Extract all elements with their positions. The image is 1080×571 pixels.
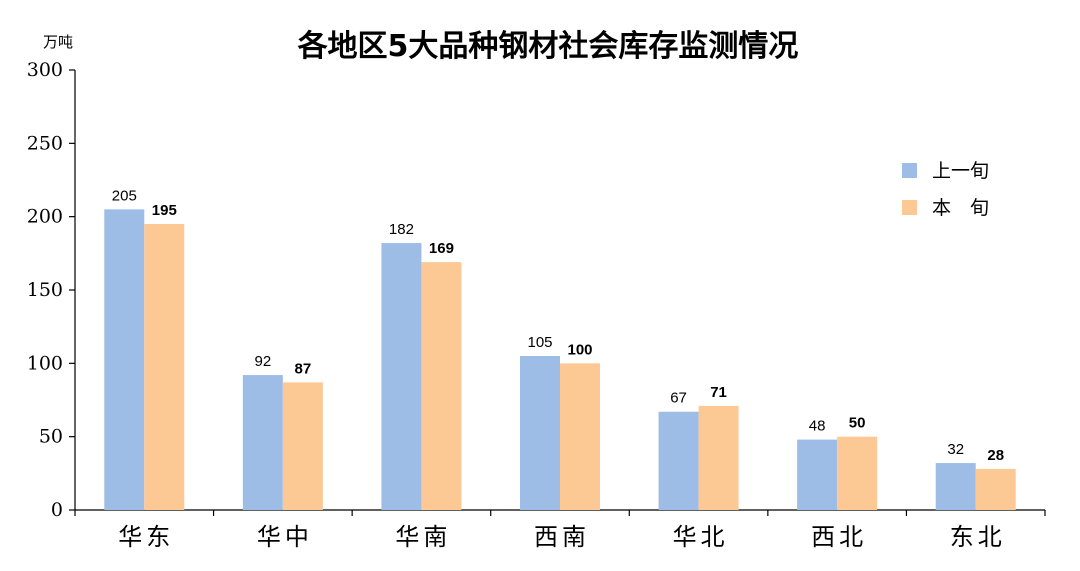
- y-tick-label: 250: [27, 132, 63, 154]
- data-label: 195: [152, 202, 177, 219]
- bar: [698, 405, 739, 510]
- data-label: 92: [255, 353, 272, 370]
- y-tick-label: 0: [51, 499, 63, 521]
- bar: [975, 468, 1016, 510]
- bars: 205 195 92 87 182 169 105 100 67 71 48 50 32 28: [104, 187, 1016, 511]
- chart-title: 各地区5大品种钢材社会库存监测情况: [297, 29, 799, 64]
- legend-label: 上一旬: [932, 160, 989, 182]
- y-tick-label: 300: [27, 59, 63, 81]
- x-tick-label: 西北: [811, 523, 867, 551]
- data-label: 87: [295, 360, 312, 377]
- axes: 0 50 100 150 200 250 300 华东 华中 华南 西南 华北 西北 东北: [27, 59, 1046, 551]
- bar: [242, 375, 283, 510]
- bar: [104, 209, 145, 511]
- data-label: 48: [809, 418, 826, 435]
- y-tick-label: 100: [27, 352, 63, 374]
- y-tick-label: 50: [39, 426, 63, 448]
- x-tick-label: 华北: [673, 523, 729, 551]
- data-label: 67: [670, 390, 687, 407]
- y-tick-label: 150: [27, 279, 63, 301]
- data-label: 71: [710, 384, 727, 401]
- legend-swatch: [902, 163, 917, 178]
- x-tick-label: 东北: [950, 523, 1006, 551]
- data-label: 50: [849, 415, 866, 432]
- y-unit-label: 万吨: [43, 33, 73, 51]
- bar: [144, 224, 185, 510]
- legend-label: 本 旬: [932, 197, 989, 219]
- data-label: 182: [389, 221, 414, 238]
- data-label: 205: [112, 187, 137, 204]
- x-tick-label: 华南: [395, 523, 451, 551]
- x-tick-label: 华中: [257, 523, 313, 551]
- y-tick-label: 200: [27, 206, 63, 228]
- bar: [837, 436, 878, 510]
- data-label: 169: [429, 240, 454, 257]
- data-label: 32: [947, 441, 964, 458]
- data-label: 28: [987, 447, 1004, 464]
- bar: [935, 463, 976, 510]
- bar: [520, 356, 560, 510]
- bar: [560, 363, 600, 510]
- bar: [381, 243, 422, 511]
- bar: [282, 382, 323, 510]
- x-tick-label: 西南: [534, 523, 590, 551]
- legend-swatch: [902, 200, 917, 215]
- bar: [797, 439, 838, 510]
- data-label: 105: [527, 334, 552, 351]
- x-tick-label: 华东: [118, 523, 174, 551]
- bar: [421, 262, 462, 510]
- data-label: 100: [567, 341, 592, 358]
- bar: [658, 411, 699, 510]
